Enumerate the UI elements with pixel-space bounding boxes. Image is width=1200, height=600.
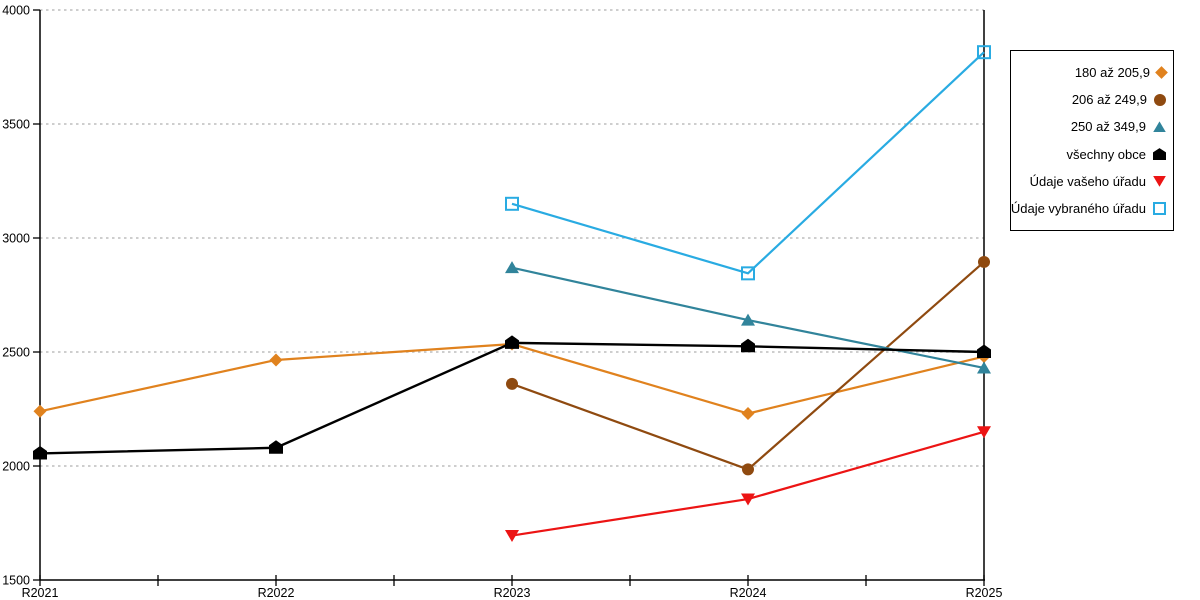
- x-tick-label: R2024: [730, 586, 767, 600]
- circle-marker-s1: [742, 463, 754, 476]
- legend-label: všechny obce: [1066, 146, 1147, 162]
- circle-marker-s1: [978, 255, 990, 268]
- legend-label: Údaje vašeho úřadu: [1029, 173, 1146, 189]
- triangle-up-marker-s2: [741, 313, 755, 326]
- pentagon-icon: [1153, 148, 1166, 161]
- diamond-marker-s0: [33, 404, 47, 418]
- pentagon-marker-s3: [33, 445, 47, 460]
- y-tick-label: 3000: [2, 232, 30, 246]
- x-tick-label: R2025: [966, 586, 1003, 600]
- legend-item: Údaje vašeho úřadu: [1011, 174, 1173, 189]
- legend-label: 250 až 349,9: [1070, 119, 1146, 135]
- legend: 180 až 205,9 206 až 249,9 250 až 349,9 v…: [1010, 50, 1174, 231]
- y-tick-label: 4000: [2, 4, 30, 18]
- legend-item: všechny obce: [1011, 147, 1173, 162]
- pentagon-marker-s3: [977, 344, 991, 358]
- triangle-down-marker-s4: [505, 530, 519, 543]
- pentagon-marker-s3: [269, 440, 283, 454]
- pentagon-marker-s3: [741, 338, 755, 353]
- x-tick-label: R2022: [258, 586, 295, 600]
- square-open-icon: [1153, 201, 1166, 215]
- square-open-marker-s5: [505, 196, 519, 211]
- legend-label: 206 až 249,9: [1071, 92, 1147, 108]
- pentagon-marker-s3: [505, 335, 519, 349]
- triangle-up-marker-s2: [505, 261, 519, 274]
- triangle-down-marker-s4: [977, 426, 991, 439]
- legend-item: Údaje vybraného úřadu: [1011, 201, 1173, 216]
- x-tick-label: R2021: [22, 586, 59, 600]
- y-tick-label: 2000: [2, 460, 30, 474]
- legend-item: 206 až 249,9: [1011, 92, 1173, 107]
- legend-label: Údaje vybraného úřadu: [1010, 200, 1146, 216]
- series-line-5: [511, 51, 985, 275]
- triangle-down-marker-s4: [741, 493, 755, 506]
- y-tick-label: 1500: [2, 574, 30, 588]
- y-tick-label: 2500: [2, 346, 30, 360]
- diamond-marker-s0: [741, 407, 755, 421]
- y-tick-label: 3500: [2, 118, 30, 132]
- square-open-marker-s5: [977, 45, 991, 60]
- series-line-3: [39, 341, 985, 455]
- x-tick-label: R2023: [494, 586, 531, 600]
- series-line-4: [511, 430, 985, 537]
- legend-item: 250 až 349,9: [1011, 119, 1173, 134]
- diamond-icon: [1155, 66, 1168, 80]
- diamond-marker-s0: [269, 353, 283, 367]
- legend-item: 180 až 205,9: [1011, 65, 1173, 80]
- triangle-down-icon: [1153, 175, 1166, 187]
- triangle-up-icon: [1153, 121, 1166, 133]
- circle-marker-s1: [506, 377, 518, 390]
- legend-label: 180 až 205,9: [1074, 65, 1150, 81]
- square-open-marker-s5: [741, 266, 755, 281]
- circle-icon: [1154, 93, 1166, 106]
- triangle-up-marker-s2: [977, 361, 991, 374]
